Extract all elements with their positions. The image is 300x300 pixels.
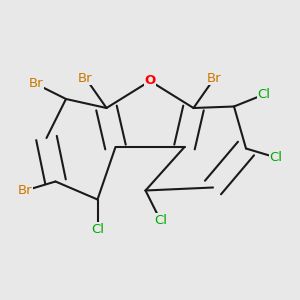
- Text: Br: Br: [78, 71, 93, 85]
- Text: Br: Br: [18, 184, 33, 197]
- Text: O: O: [144, 74, 156, 88]
- Text: Cl: Cl: [91, 223, 104, 236]
- Text: Cl: Cl: [269, 151, 283, 164]
- Text: Br: Br: [29, 77, 43, 91]
- Text: Br: Br: [207, 71, 222, 85]
- Text: Cl: Cl: [257, 88, 271, 101]
- Text: Cl: Cl: [154, 214, 167, 227]
